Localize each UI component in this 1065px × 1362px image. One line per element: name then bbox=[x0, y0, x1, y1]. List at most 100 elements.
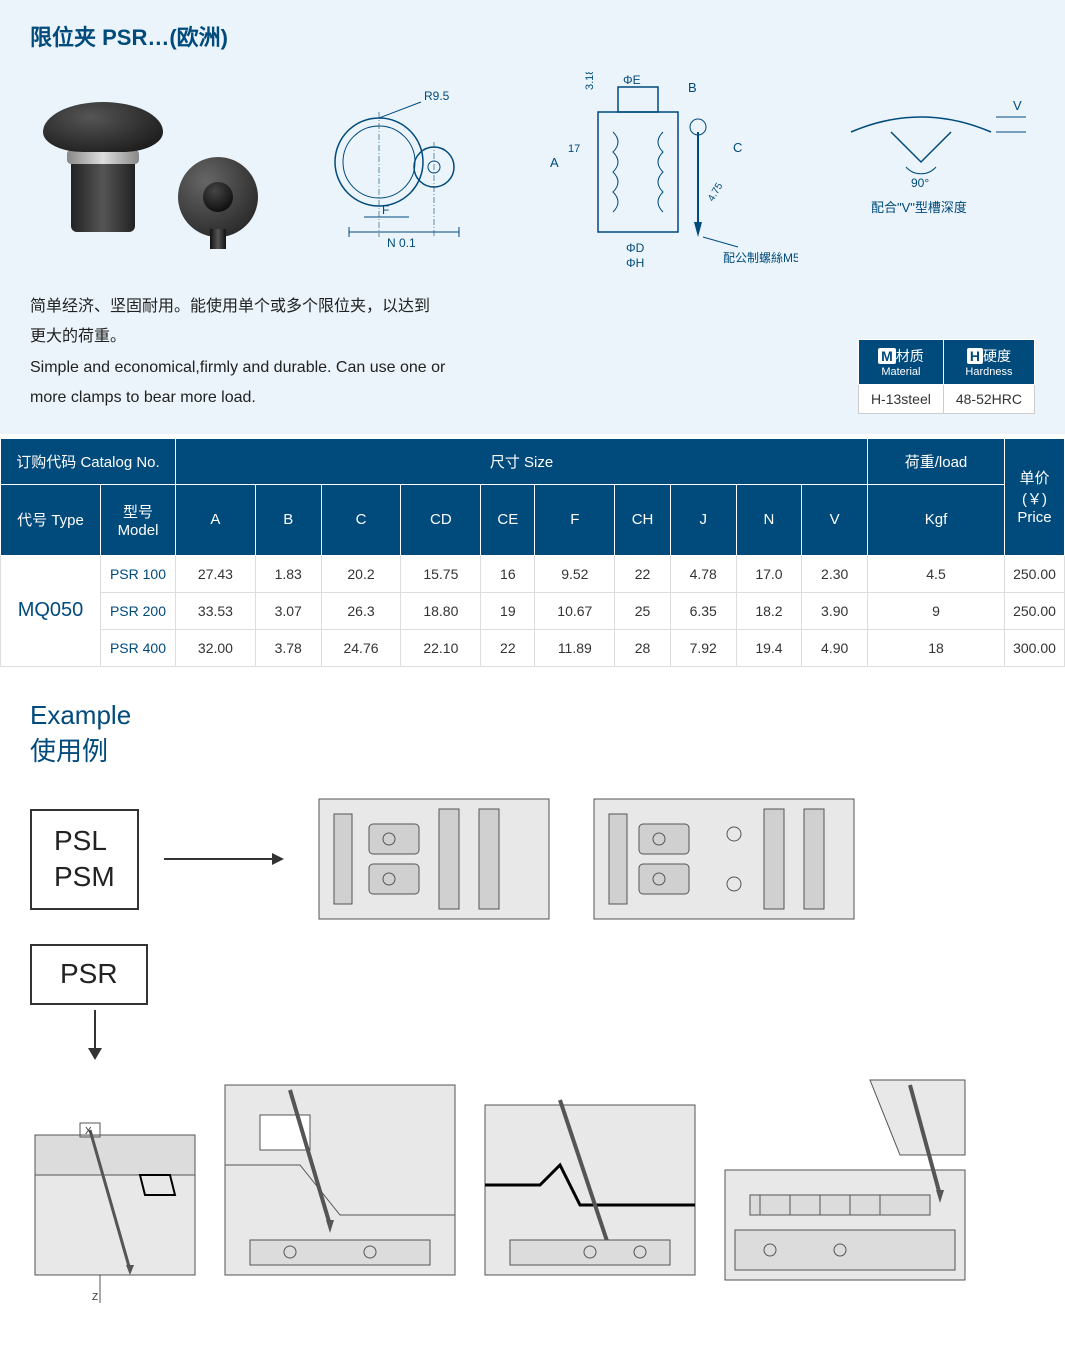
cell-v: 3.90 bbox=[802, 592, 868, 629]
arrow-right-icon bbox=[164, 849, 284, 869]
cell-cd: 22.10 bbox=[401, 629, 481, 666]
cell-kgf: 9 bbox=[868, 592, 1005, 629]
cell-kgf: 18 bbox=[868, 629, 1005, 666]
cell-cd: 15.75 bbox=[401, 555, 481, 592]
tooling-diagrams: X Z bbox=[30, 1075, 1035, 1305]
cell-a: 27.43 bbox=[176, 555, 256, 592]
cell-price: 300.00 bbox=[1005, 629, 1065, 666]
arrow-down-icon bbox=[80, 1010, 110, 1060]
cell-v: 2.30 bbox=[802, 555, 868, 592]
cell-kgf: 4.5 bbox=[868, 555, 1005, 592]
example-row-psl-psm: PSLPSM bbox=[30, 789, 1035, 929]
cell-cd: 18.80 bbox=[401, 592, 481, 629]
col-f: F bbox=[535, 484, 615, 555]
cell-ce: 16 bbox=[481, 555, 535, 592]
svg-text:3.18: 3.18 bbox=[584, 72, 596, 90]
cell-ch: 25 bbox=[615, 592, 671, 629]
svg-text:ΦH: ΦH bbox=[626, 256, 644, 270]
type-code-cell: MQ050 bbox=[1, 555, 101, 666]
cell-ch: 22 bbox=[615, 555, 671, 592]
description-text: 简单经济、坚固耐用。能使用单个或多个限位夹，以达到 更大的荷重。 Simple … bbox=[30, 292, 445, 414]
cell-f: 10.67 bbox=[535, 592, 615, 629]
desc-en-2: more clamps to bear more load. bbox=[30, 383, 445, 413]
svg-text:17: 17 bbox=[568, 143, 580, 155]
svg-text:X: X bbox=[85, 1126, 92, 1137]
desc-cn-1: 简单经济、坚固耐用。能使用单个或多个限位夹，以达到 bbox=[30, 292, 445, 322]
col-j: J bbox=[670, 484, 736, 555]
cell-c: 20.2 bbox=[321, 555, 401, 592]
cell-price: 250.00 bbox=[1005, 555, 1065, 592]
label-box-psr: PSR bbox=[30, 944, 148, 1004]
svg-text:A: A bbox=[550, 155, 559, 170]
col-cd: CD bbox=[401, 484, 481, 555]
svg-text:ΦD: ΦD bbox=[626, 241, 645, 255]
col-ch: CH bbox=[615, 484, 671, 555]
cell-model: PSR 400 bbox=[101, 629, 176, 666]
cell-c: 24.76 bbox=[321, 629, 401, 666]
table-row: PSR 20033.533.0726.318.801910.67256.3518… bbox=[1, 592, 1065, 629]
vgroove-note: 配合"V"型槽深度 bbox=[871, 200, 967, 215]
assembly-diagram-2 bbox=[584, 789, 864, 929]
svg-text:4.75: 4.75 bbox=[706, 181, 725, 204]
svg-text:90°: 90° bbox=[911, 176, 929, 190]
material-table: M材质 Material H硬度 Hardness H-13steel 48-5… bbox=[858, 339, 1035, 414]
cell-ch: 28 bbox=[615, 629, 671, 666]
cell-model: PSR 100 bbox=[101, 555, 176, 592]
product-photo bbox=[30, 72, 270, 262]
col-price: 单价 (￥) Price bbox=[1005, 438, 1065, 555]
v-groove-diagram: V 90° 配合"V"型槽深度 bbox=[828, 72, 1036, 232]
cell-b: 3.07 bbox=[255, 592, 321, 629]
material-value: H-13steel bbox=[858, 384, 943, 413]
assembly-diagram-1 bbox=[309, 789, 559, 929]
cell-b: 1.83 bbox=[255, 555, 321, 592]
screw-note: 配公制螺絲M5 bbox=[723, 250, 798, 265]
cell-ce: 19 bbox=[481, 592, 535, 629]
cell-v: 4.90 bbox=[802, 629, 868, 666]
table-row: MQ050PSR 10027.431.8320.215.75169.52224.… bbox=[1, 555, 1065, 592]
front-view-diagram: R9.5 N 0.1 F bbox=[300, 72, 508, 262]
section-view-diagram: A 17 ΦE 3.18 B C 4.75 ΦD ΦH 配公制螺絲M5 bbox=[538, 72, 798, 272]
table-row: PSR 40032.003.7824.7622.102211.89287.921… bbox=[1, 629, 1065, 666]
cell-ce: 22 bbox=[481, 629, 535, 666]
cell-f: 9.52 bbox=[535, 555, 615, 592]
cell-a: 32.00 bbox=[176, 629, 256, 666]
cell-j: 6.35 bbox=[670, 592, 736, 629]
description-row: 简单经济、坚固耐用。能使用单个或多个限位夹，以达到 更大的荷重。 Simple … bbox=[30, 292, 1035, 414]
label-radius: R9.5 bbox=[424, 89, 450, 103]
cell-f: 11.89 bbox=[535, 629, 615, 666]
example-section: Example使用例 PSLPSM bbox=[0, 667, 1065, 1335]
col-v: V bbox=[802, 484, 868, 555]
cell-price: 250.00 bbox=[1005, 592, 1065, 629]
col-load: 荷重/load bbox=[868, 438, 1005, 484]
svg-text:N 0.1: N 0.1 bbox=[387, 236, 416, 250]
spec-table: 订购代码 Catalog No. 尺寸 Size 荷重/load 单价 (￥) … bbox=[0, 438, 1065, 667]
svg-text:ΦE: ΦE bbox=[623, 73, 641, 87]
figure-row: R9.5 N 0.1 F A 17 bbox=[30, 72, 1035, 272]
col-kgf: Kgf bbox=[868, 484, 1005, 555]
page-title: 限位夹 PSR…(欧洲) bbox=[30, 20, 1035, 52]
col-model: 型号Model bbox=[101, 484, 176, 555]
cell-n: 18.2 bbox=[736, 592, 802, 629]
cell-b: 3.78 bbox=[255, 629, 321, 666]
cell-n: 17.0 bbox=[736, 555, 802, 592]
col-catalog: 订购代码 Catalog No. bbox=[1, 438, 176, 484]
desc-en-1: Simple and economical,firmly and durable… bbox=[30, 353, 445, 383]
tool-diagram-4 bbox=[720, 1075, 970, 1305]
col-type: 代号 Type bbox=[1, 484, 101, 555]
tool-diagram-3 bbox=[480, 1075, 700, 1305]
col-ce: CE bbox=[481, 484, 535, 555]
label-box-psl-psm: PSLPSM bbox=[30, 809, 139, 910]
header-section: 限位夹 PSR…(欧洲) R9.5 bbox=[0, 0, 1065, 434]
cell-j: 4.78 bbox=[670, 555, 736, 592]
material-header: M材质 Material bbox=[858, 339, 943, 384]
desc-cn-2: 更大的荷重。 bbox=[30, 322, 445, 352]
col-n: N bbox=[736, 484, 802, 555]
hardness-value: 48-52HRC bbox=[943, 384, 1034, 413]
svg-text:F: F bbox=[382, 203, 389, 217]
col-size: 尺寸 Size bbox=[176, 438, 868, 484]
example-title: Example使用例 bbox=[30, 697, 1035, 770]
cell-n: 19.4 bbox=[736, 629, 802, 666]
col-a: A bbox=[176, 484, 256, 555]
cell-j: 7.92 bbox=[670, 629, 736, 666]
col-c: C bbox=[321, 484, 401, 555]
